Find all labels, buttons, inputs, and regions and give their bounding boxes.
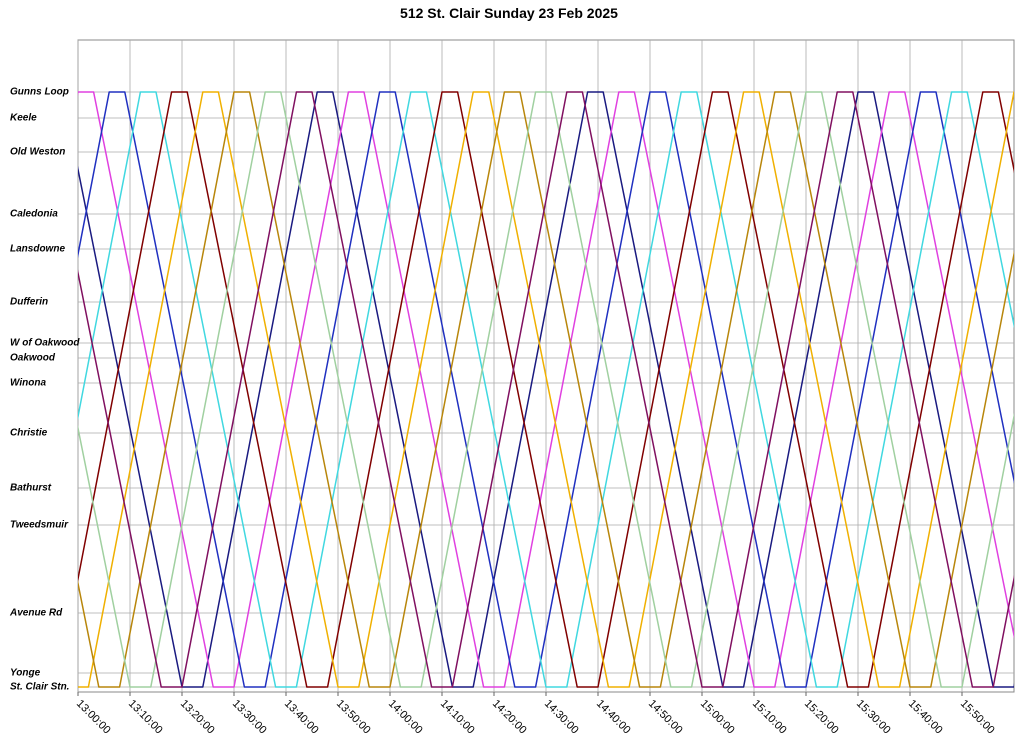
y-tick-label: Dufferin bbox=[10, 297, 48, 308]
x-tick-label: 13:40:00 bbox=[282, 698, 321, 737]
y-tick-label: Winona bbox=[10, 378, 46, 389]
vehicle-line bbox=[78, 91, 1014, 688]
vehicle-line bbox=[78, 91, 1014, 688]
x-tick-label: 15:50:00 bbox=[958, 698, 997, 737]
x-tick-label: 14:50:00 bbox=[646, 698, 685, 737]
x-tick-label: 15:30:00 bbox=[854, 698, 893, 737]
x-tick-label: 15:10:00 bbox=[750, 698, 789, 737]
y-tick-label: Avenue Rd bbox=[9, 608, 63, 619]
vehicle-line bbox=[78, 91, 1014, 688]
y-tick-label: Lansdowne bbox=[10, 244, 65, 255]
x-tick-label: 14:30:00 bbox=[542, 698, 581, 737]
y-tick-label: Gunns Loop bbox=[10, 87, 69, 98]
grid bbox=[77, 40, 1014, 696]
chart-title: 512 St. Clair Sunday 23 Feb 2025 bbox=[400, 5, 618, 21]
y-tick-label: Tweedsmuir bbox=[10, 520, 69, 531]
x-tick-label: 14:20:00 bbox=[490, 698, 529, 737]
y-tick-label: Old Weston bbox=[10, 147, 65, 158]
y-tick-label: Christie bbox=[10, 428, 48, 439]
y-tick-label: Bathurst bbox=[10, 483, 52, 494]
y-tick-label: Caledonia bbox=[10, 209, 58, 220]
x-tick-label: 13:50:00 bbox=[334, 698, 373, 737]
vehicle-line bbox=[78, 91, 1014, 688]
vehicle-line bbox=[78, 91, 1014, 688]
vehicle-line bbox=[78, 91, 1014, 688]
x-tick-label: 15:40:00 bbox=[906, 698, 945, 737]
x-tick-label: 15:00:00 bbox=[698, 698, 737, 737]
y-tick-label: Keele bbox=[10, 113, 37, 124]
x-tick-label: 13:30:00 bbox=[230, 698, 269, 737]
x-tick-label: 15:20:00 bbox=[802, 698, 841, 737]
vehicle-lines bbox=[78, 91, 1014, 688]
y-tick-label: Yonge bbox=[10, 668, 41, 679]
x-tick-label: 13:20:00 bbox=[178, 698, 217, 737]
x-tick-label: 14:00:00 bbox=[386, 698, 425, 737]
y-tick-label: St. Clair Stn. bbox=[10, 682, 69, 693]
y-tick-label: W of Oakwood bbox=[10, 338, 80, 349]
vehicle-line bbox=[78, 91, 1014, 688]
x-tick-label: 14:40:00 bbox=[594, 698, 633, 737]
x-tick-label: 13:00:00 bbox=[74, 698, 113, 737]
y-tick-label: Oakwood bbox=[10, 353, 56, 364]
vehicle-line bbox=[78, 91, 1014, 688]
x-tick-label: 14:10:00 bbox=[438, 698, 477, 737]
x-tick-label: 13:10:00 bbox=[126, 698, 165, 737]
